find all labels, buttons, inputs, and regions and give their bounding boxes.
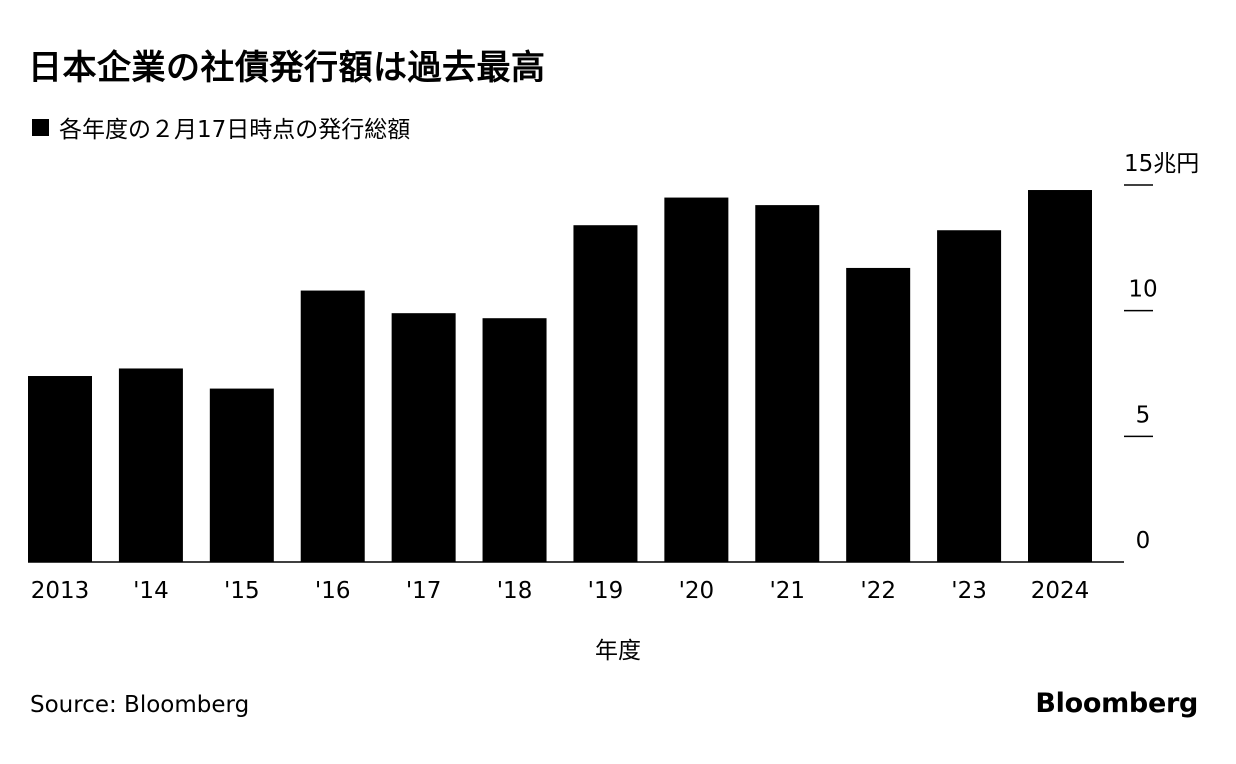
x-tick-label-1: '14	[133, 578, 169, 604]
x-axis-label: 年度	[595, 638, 641, 664]
x-tick-label-8: '21	[769, 578, 805, 604]
x-tick-label-5: '18	[497, 578, 533, 604]
legend: 各年度の２月17日時点の発行総額	[32, 110, 410, 144]
bar-7	[664, 197, 729, 563]
x-tick-label-11: 2024	[1031, 578, 1090, 604]
legend-swatch	[32, 118, 49, 136]
bar-8	[755, 205, 820, 562]
x-tick-label-0: 2013	[31, 578, 90, 604]
y-tick-label-1: 5	[1136, 402, 1151, 428]
x-tick-label-2: '15	[224, 578, 260, 604]
x-tick-label-3: '16	[315, 578, 351, 604]
bar-3	[300, 290, 365, 562]
y-tick-label-3: 15兆円	[1124, 151, 1199, 177]
bar-0	[28, 376, 92, 562]
bar-11	[1028, 190, 1092, 562]
bar-6	[573, 225, 638, 563]
bar-2	[209, 388, 274, 562]
x-tick-label-10: '23	[951, 578, 987, 604]
x-tick-label-9: '22	[860, 578, 896, 604]
y-tick-label-0: 0	[1136, 528, 1151, 554]
bar-4	[391, 313, 456, 562]
chart-subtitle: 各年度の２月17日時点の発行総額	[59, 117, 411, 143]
x-tick-label-6: '19	[588, 578, 624, 604]
y-tick-label-2: 10	[1128, 277, 1157, 303]
source-note: Source: Bloomberg	[30, 692, 250, 718]
bar-9	[846, 267, 911, 562]
brand-logo: Bloomberg	[1035, 688, 1198, 719]
bar-1	[118, 368, 183, 562]
bar-10	[937, 230, 1002, 563]
x-tick-label-4: '17	[406, 578, 442, 604]
x-tick-label-7: '20	[679, 578, 715, 604]
chart-title: 日本企業の社債発行額は過去最高	[28, 48, 546, 88]
bar-5	[482, 318, 547, 562]
